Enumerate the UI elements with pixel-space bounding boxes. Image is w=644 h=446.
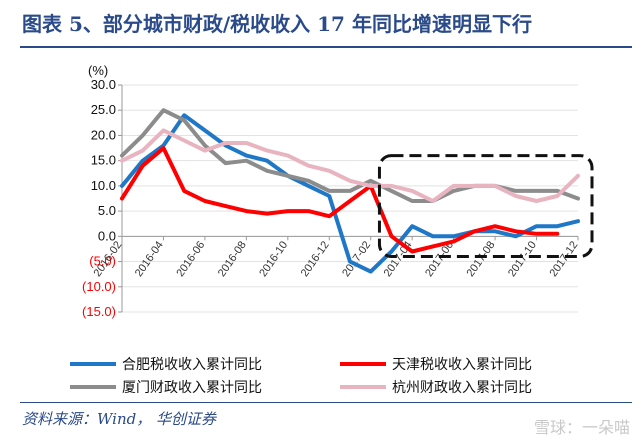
title-divider: [20, 46, 632, 48]
series-lines: [120, 108, 580, 274]
y-tick-label: (5.0): [89, 254, 116, 269]
highlight-box-2017: [377, 154, 594, 259]
y-tick-label: (10.0): [82, 279, 116, 294]
watermark: 雪球：一朵喵: [533, 418, 630, 437]
y-tick-label: 10.0: [91, 178, 116, 193]
y-tick-label: 30.0: [91, 77, 116, 92]
series-line-4: [120, 128, 580, 203]
x-tick-label: 2016-08: [216, 239, 249, 279]
legend-label: 杭州财政收入累计同比: [392, 380, 532, 396]
legend-label: 厦门财政收入累计同比: [122, 380, 262, 396]
y-tick-label: 0.0: [98, 228, 116, 243]
y-tick-label: 25.0: [91, 102, 116, 117]
series-line-1: [120, 113, 580, 274]
y-tick-label: (15.0): [82, 304, 116, 319]
y-tick-label: 5.0: [98, 203, 116, 218]
line-chart: (%)30.0 25.0 20.0 15.0 10.0 5.0 0.0 (5.0) (10.0)…: [70, 63, 594, 396]
y-axis-unit-label: (%): [88, 63, 108, 78]
footer-divider: [20, 402, 632, 403]
y-tick-label: 15.0: [91, 153, 116, 168]
y-axis: (%)30.0 25.0 20.0 15.0 10.0 5.0 0.0 (5.0) (10.0)…: [82, 63, 123, 319]
x-tick-label: 2017-08: [465, 239, 498, 279]
x-tick-label: 2016-12: [299, 239, 332, 279]
chart-title: 图表 5、部分城市财政/税收收入 17 年同比增速明显下行: [22, 12, 532, 36]
legend-label: 合肥税收收入累计同比: [122, 357, 262, 373]
x-tick-label: 2016-04: [133, 239, 166, 279]
source-note: 资料来源：Wind， 华创证券: [22, 410, 216, 428]
x-tick-label: 2016-10: [257, 239, 290, 279]
y-tick-label: 20.0: [91, 127, 116, 142]
x-tick-label: 2017-10: [506, 239, 539, 279]
series-line-2: [120, 146, 560, 254]
x-axis: 2016-02 2016-04 2016-06 2016-08 2016-10 2016-…: [91, 235, 580, 279]
x-tick-label: 2016-06: [174, 239, 207, 279]
x-tick-label: 2017-12: [547, 239, 580, 279]
legend-label: 天津税收收入累计同比: [392, 357, 532, 373]
